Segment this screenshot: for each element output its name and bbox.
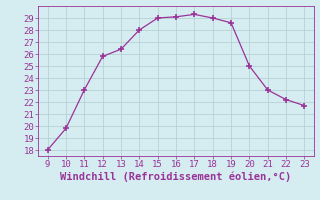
X-axis label: Windchill (Refroidissement éolien,°C): Windchill (Refroidissement éolien,°C)	[60, 172, 292, 182]
